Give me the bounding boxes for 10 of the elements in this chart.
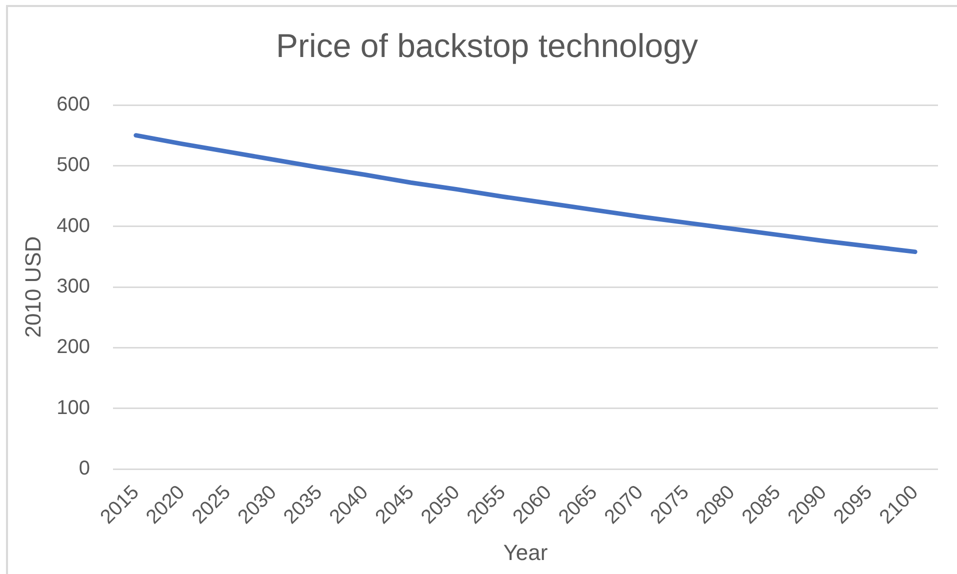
y-axis-title: 2010 USD (20, 236, 46, 338)
y-tick-label: 500 (56, 154, 90, 176)
y-tick-label: 100 (56, 396, 90, 419)
x-axis-title: Year (503, 540, 548, 565)
y-tick-label: 300 (56, 276, 90, 298)
y-tick-label: 200 (56, 336, 90, 358)
y-tick-label: 400 (56, 214, 90, 237)
y-tick-label: 0 (78, 458, 90, 480)
chart-title: Price of backstop technology (276, 26, 698, 66)
y-tick-label: 600 (56, 94, 90, 116)
